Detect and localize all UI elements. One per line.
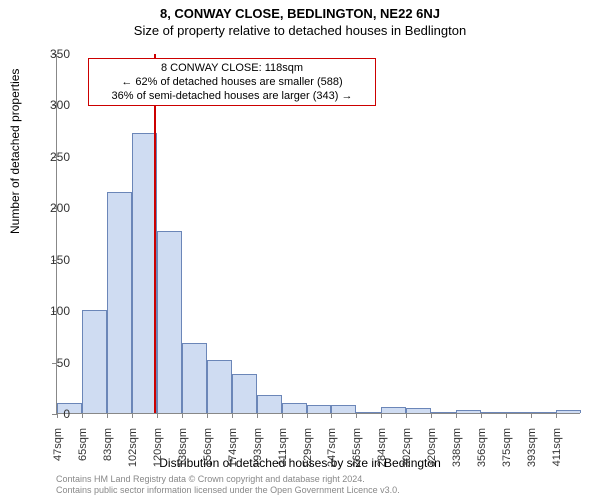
plot-area: 8 CONWAY CLOSE: 118sqm ← 62% of detached… xyxy=(56,54,580,414)
x-tick-label: 284sqm xyxy=(376,428,388,468)
x-tick-label: 102sqm xyxy=(127,428,139,468)
histogram-bar xyxy=(182,343,207,413)
histogram-bar xyxy=(107,192,132,413)
histogram-bar xyxy=(257,395,282,414)
x-tick-label: 47sqm xyxy=(52,428,64,468)
histogram-bar xyxy=(232,374,257,413)
x-tick-label: 356sqm xyxy=(476,428,488,468)
histogram-bar xyxy=(531,412,556,413)
histogram-bar xyxy=(282,403,307,413)
x-tick xyxy=(207,413,208,418)
y-tick-label: 300 xyxy=(50,98,70,112)
x-tick-label: 156sqm xyxy=(202,428,214,468)
x-tick xyxy=(232,413,233,418)
x-tick-label: 393sqm xyxy=(526,428,538,468)
x-tick xyxy=(331,413,332,418)
x-tick-label: 120sqm xyxy=(152,428,164,468)
x-tick xyxy=(431,413,432,418)
x-tick-label: 265sqm xyxy=(351,428,363,468)
x-tick-label: 375sqm xyxy=(501,428,513,468)
y-tick-label: 350 xyxy=(50,47,70,61)
x-tick-label: 302sqm xyxy=(401,428,413,468)
footer-line2: Contains public sector information licen… xyxy=(56,485,400,496)
x-tick xyxy=(506,413,507,418)
y-tick-label: 0 xyxy=(63,407,70,421)
x-tick xyxy=(107,413,108,418)
y-tick-label: 150 xyxy=(50,253,70,267)
x-tick xyxy=(531,413,532,418)
x-tick xyxy=(157,413,158,418)
x-tick xyxy=(356,413,357,418)
x-tick-label: 338sqm xyxy=(451,428,463,468)
reference-line xyxy=(154,54,156,413)
footer-attribution: Contains HM Land Registry data © Crown c… xyxy=(56,474,400,496)
x-tick xyxy=(82,413,83,418)
annotation-box: 8 CONWAY CLOSE: 118sqm ← 62% of detached… xyxy=(88,58,376,106)
histogram-bar xyxy=(207,360,232,413)
x-tick xyxy=(406,413,407,418)
histogram-bar xyxy=(481,412,506,413)
x-tick-label: 211sqm xyxy=(277,428,289,468)
x-tick xyxy=(132,413,133,418)
x-tick-label: 174sqm xyxy=(227,428,239,468)
histogram-bar xyxy=(307,405,332,413)
histogram-bar xyxy=(82,310,107,413)
y-tick-label: 100 xyxy=(50,304,70,318)
histogram-bar xyxy=(456,410,481,413)
x-tick xyxy=(481,413,482,418)
x-tick-label: 65sqm xyxy=(77,428,89,468)
annotation-line2: ← 62% of detached houses are smaller (58… xyxy=(95,75,369,89)
histogram-bar xyxy=(506,412,531,413)
y-tick-label: 200 xyxy=(50,201,70,215)
histogram-bar xyxy=(157,231,182,413)
chart-subtitle: Size of property relative to detached ho… xyxy=(0,21,600,42)
x-tick xyxy=(456,413,457,418)
histogram-bar xyxy=(381,407,406,413)
x-tick xyxy=(257,413,258,418)
histogram-bar xyxy=(331,405,356,413)
x-tick xyxy=(182,413,183,418)
y-tick-label: 250 xyxy=(50,150,70,164)
histogram-bar xyxy=(406,408,431,413)
x-tick xyxy=(556,413,557,418)
x-tick xyxy=(307,413,308,418)
histogram-bar xyxy=(356,412,381,413)
y-tick-label: 50 xyxy=(57,356,70,370)
footer-line1: Contains HM Land Registry data © Crown c… xyxy=(56,474,400,485)
histogram-bar xyxy=(431,412,456,413)
x-tick-label: 247sqm xyxy=(326,428,338,468)
x-tick-label: 320sqm xyxy=(426,428,438,468)
x-tick-label: 138sqm xyxy=(177,428,189,468)
x-tick-label: 83sqm xyxy=(102,428,114,468)
annotation-line1: 8 CONWAY CLOSE: 118sqm xyxy=(95,61,369,75)
histogram-bar xyxy=(132,133,157,413)
chart-title: 8, CONWAY CLOSE, BEDLINGTON, NE22 6NJ xyxy=(0,0,600,21)
x-tick-label: 229sqm xyxy=(302,428,314,468)
x-tick xyxy=(57,413,58,418)
x-tick-label: 193sqm xyxy=(252,428,264,468)
histogram-bar xyxy=(556,410,581,413)
x-tick xyxy=(381,413,382,418)
annotation-line3: 36% of semi-detached houses are larger (… xyxy=(95,89,369,103)
y-axis-label: Number of detached properties xyxy=(8,69,22,234)
x-tick-label: 411sqm xyxy=(551,428,563,468)
x-tick xyxy=(282,413,283,418)
